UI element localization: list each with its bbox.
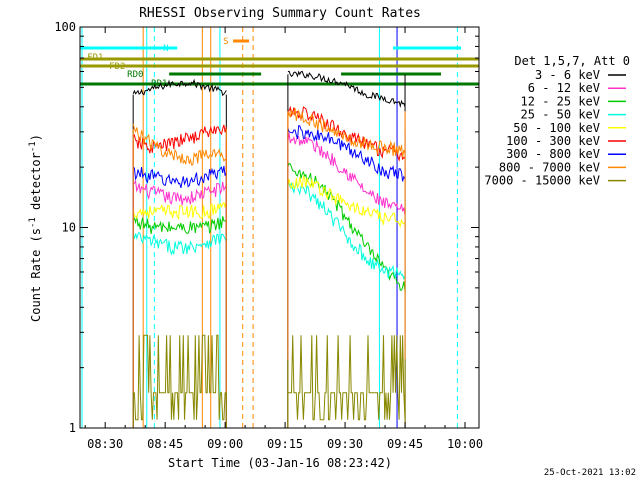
series-line	[133, 334, 406, 421]
series-line	[132, 132, 406, 216]
legend-entry-label: 7000 - 15000 keV	[484, 174, 600, 188]
x-tick-label: 09:45	[387, 437, 423, 451]
legend-entry-label: 25 - 50 keV	[521, 108, 600, 122]
y-axis-label-mid: detector	[29, 152, 43, 217]
series-line	[132, 181, 406, 281]
y-axis-label-sup1: -1	[28, 217, 38, 228]
series-line	[132, 162, 406, 292]
y-axis-ticks: 1 10 100	[54, 20, 479, 435]
y-tick-label: 100	[54, 20, 76, 34]
series-line	[132, 105, 406, 162]
x-tick-label: 09:15	[267, 437, 303, 451]
y-axis-label-main: Count Rate (s	[29, 228, 43, 322]
series-line	[132, 175, 406, 228]
legend-title: Det 1,5,7, Att 0	[514, 54, 630, 68]
legend-entry-label: 6 - 12 keV	[528, 81, 600, 95]
x-tick-label: 08:30	[87, 437, 123, 451]
series-line	[132, 70, 406, 108]
y-tick-label: 1	[69, 421, 76, 435]
x-tick-label: 09:00	[207, 437, 243, 451]
legend-entry-label: 12 - 25 keV	[521, 94, 600, 108]
y-axis-label-end: )	[29, 134, 43, 141]
legend-entry-label: 300 - 800 keV	[506, 147, 600, 161]
y-axis-label-sup2: -1	[28, 141, 38, 152]
legend-entry-label: 800 - 7000 keV	[499, 160, 600, 174]
x-tick-label: 10:00	[447, 437, 483, 451]
x-axis-label: Start Time (03-Jan-16 08:23:42)	[168, 456, 392, 470]
legend-entry-label: 3 - 6 keV	[535, 68, 600, 82]
y-axis-label: Count Rate (s-1 detector-1)	[28, 134, 43, 322]
timestamp: 25-Oct-2021 13:02	[544, 468, 636, 478]
flag-bar-label: FD1	[87, 53, 103, 63]
flag-bar-label: FD2	[109, 62, 125, 72]
x-axis-ticks: 08:30 08:45 09:00 09:15 09:30 09:45 10:00	[84, 27, 483, 451]
flag-bar-label: RD1	[151, 79, 167, 89]
series-lines	[132, 70, 406, 428]
chart-title: RHESSI Observing Summary Count Rates	[139, 6, 421, 21]
series-line	[132, 108, 406, 166]
y-tick-label: 10	[62, 221, 76, 235]
legend-entry-label: 100 - 300 keV	[506, 134, 600, 148]
x-tick-label: 08:45	[147, 437, 183, 451]
flag-bar-label: S	[223, 37, 228, 47]
flag-bar-label: RD0	[127, 70, 143, 80]
flag-bar-label: N	[163, 44, 168, 54]
series-line	[132, 124, 406, 189]
x-tick-label: 09:30	[327, 437, 363, 451]
legend-entry-label: 50 - 100 keV	[513, 121, 600, 135]
